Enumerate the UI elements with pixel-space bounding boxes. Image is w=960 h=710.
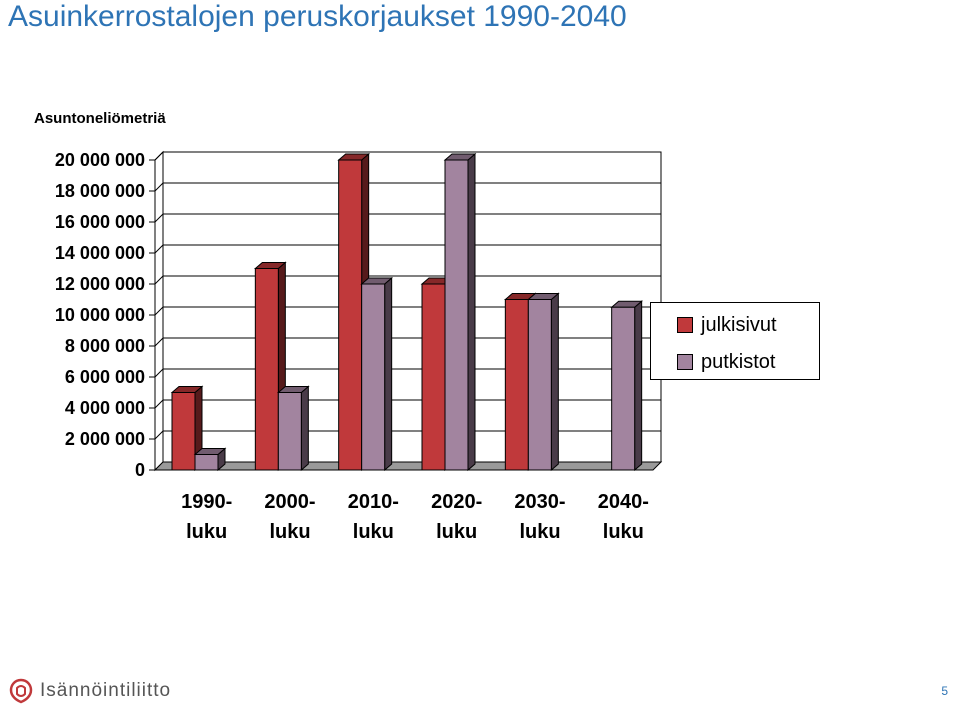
bar-side-putkistot-5 (634, 300, 643, 472)
gridline-side (154, 306, 164, 316)
bar-putkistot-1 (277, 392, 302, 471)
x-tick-label: luku (269, 521, 310, 543)
y-tick-label: 2 000 000 (65, 429, 145, 449)
x-tick-label: luku (603, 521, 644, 543)
gridline-side (154, 182, 164, 192)
legend-label-julkisivut: julkisivut (701, 313, 777, 336)
y-tick-label: 6 000 000 (65, 367, 145, 387)
bar-putkistot-5 (611, 306, 636, 471)
gridline-side (154, 151, 164, 161)
x-tick-label: 2040- (598, 491, 649, 513)
x-tick-label: 2030- (514, 491, 565, 513)
gridline-side (154, 399, 164, 409)
gridline-side (154, 275, 164, 285)
y-tick-label: 10 000 000 (55, 305, 145, 325)
y-tick-label: 0 (135, 460, 145, 480)
gridline-side (154, 213, 164, 223)
legend-item-putkistot: putkistot (677, 350, 775, 374)
y-tick-label: 12 000 000 (55, 274, 145, 294)
y-axis-label: Asuntoneliömetriä (34, 110, 166, 127)
y-tick-label: 16 000 000 (55, 212, 145, 232)
bar-side-putkistot-2 (384, 276, 393, 472)
bar-julkisivut-1 (254, 268, 279, 471)
slide-title: Asuinkerrostalojen peruskorjaukset 1990-… (8, 0, 627, 33)
footer-logo: Isännöintiliitto (8, 676, 171, 706)
bar-side-putkistot-1 (300, 385, 309, 472)
legend-item-julkisivut: julkisivut (677, 313, 777, 337)
x-tick-label: luku (519, 521, 560, 543)
gridline-side (154, 430, 164, 440)
chart-legend: julkisivut putkistot (650, 302, 820, 380)
bar-putkistot-2 (361, 283, 386, 471)
y-tick-label: 20 000 000 (55, 150, 145, 170)
y-tick-label: 14 000 000 (55, 243, 145, 263)
legend-swatch-putkistot (677, 354, 693, 370)
x-tick-label: luku (436, 521, 477, 543)
y-tick-label: 8 000 000 (65, 336, 145, 356)
bar-chart: 0 2 000 000 4 000 000 6 000 000 8 000 000 10 … (55, 150, 663, 543)
legend-swatch-julkisivut (677, 317, 693, 333)
y-tick-label: 4 000 000 (65, 398, 145, 418)
x-tick-label: 2020- (431, 491, 482, 513)
gridline-side (154, 244, 164, 254)
page-number: 5 (941, 684, 948, 698)
logo-emblem-icon (9, 678, 33, 704)
bar-julkisivut-4 (504, 299, 529, 471)
x-tick-label: luku (186, 521, 227, 543)
x-tick-label: luku (353, 521, 394, 543)
bar-side-putkistot-4 (550, 292, 559, 472)
gridline-side (154, 337, 164, 347)
bar-putkistot-0 (194, 454, 219, 471)
x-tick-label: 2000- (264, 491, 315, 513)
gridline-side (154, 368, 164, 378)
y-tick-label: 18 000 000 (55, 181, 145, 201)
legend-label-putkistot: putkistot (701, 350, 776, 373)
bar-side-putkistot-3 (467, 152, 476, 472)
x-tick-label: 1990- (181, 491, 232, 513)
logo-text: Isännöintiliitto (40, 680, 172, 701)
bar-julkisivut-3 (421, 283, 446, 471)
x-tick-label: 2010- (348, 491, 399, 513)
bar-julkisivut-2 (338, 159, 363, 471)
bar-putkistot-4 (527, 299, 552, 471)
bar-putkistot-3 (444, 159, 469, 471)
bar-julkisivut-0 (171, 392, 196, 471)
plot-floor (153, 461, 663, 471)
